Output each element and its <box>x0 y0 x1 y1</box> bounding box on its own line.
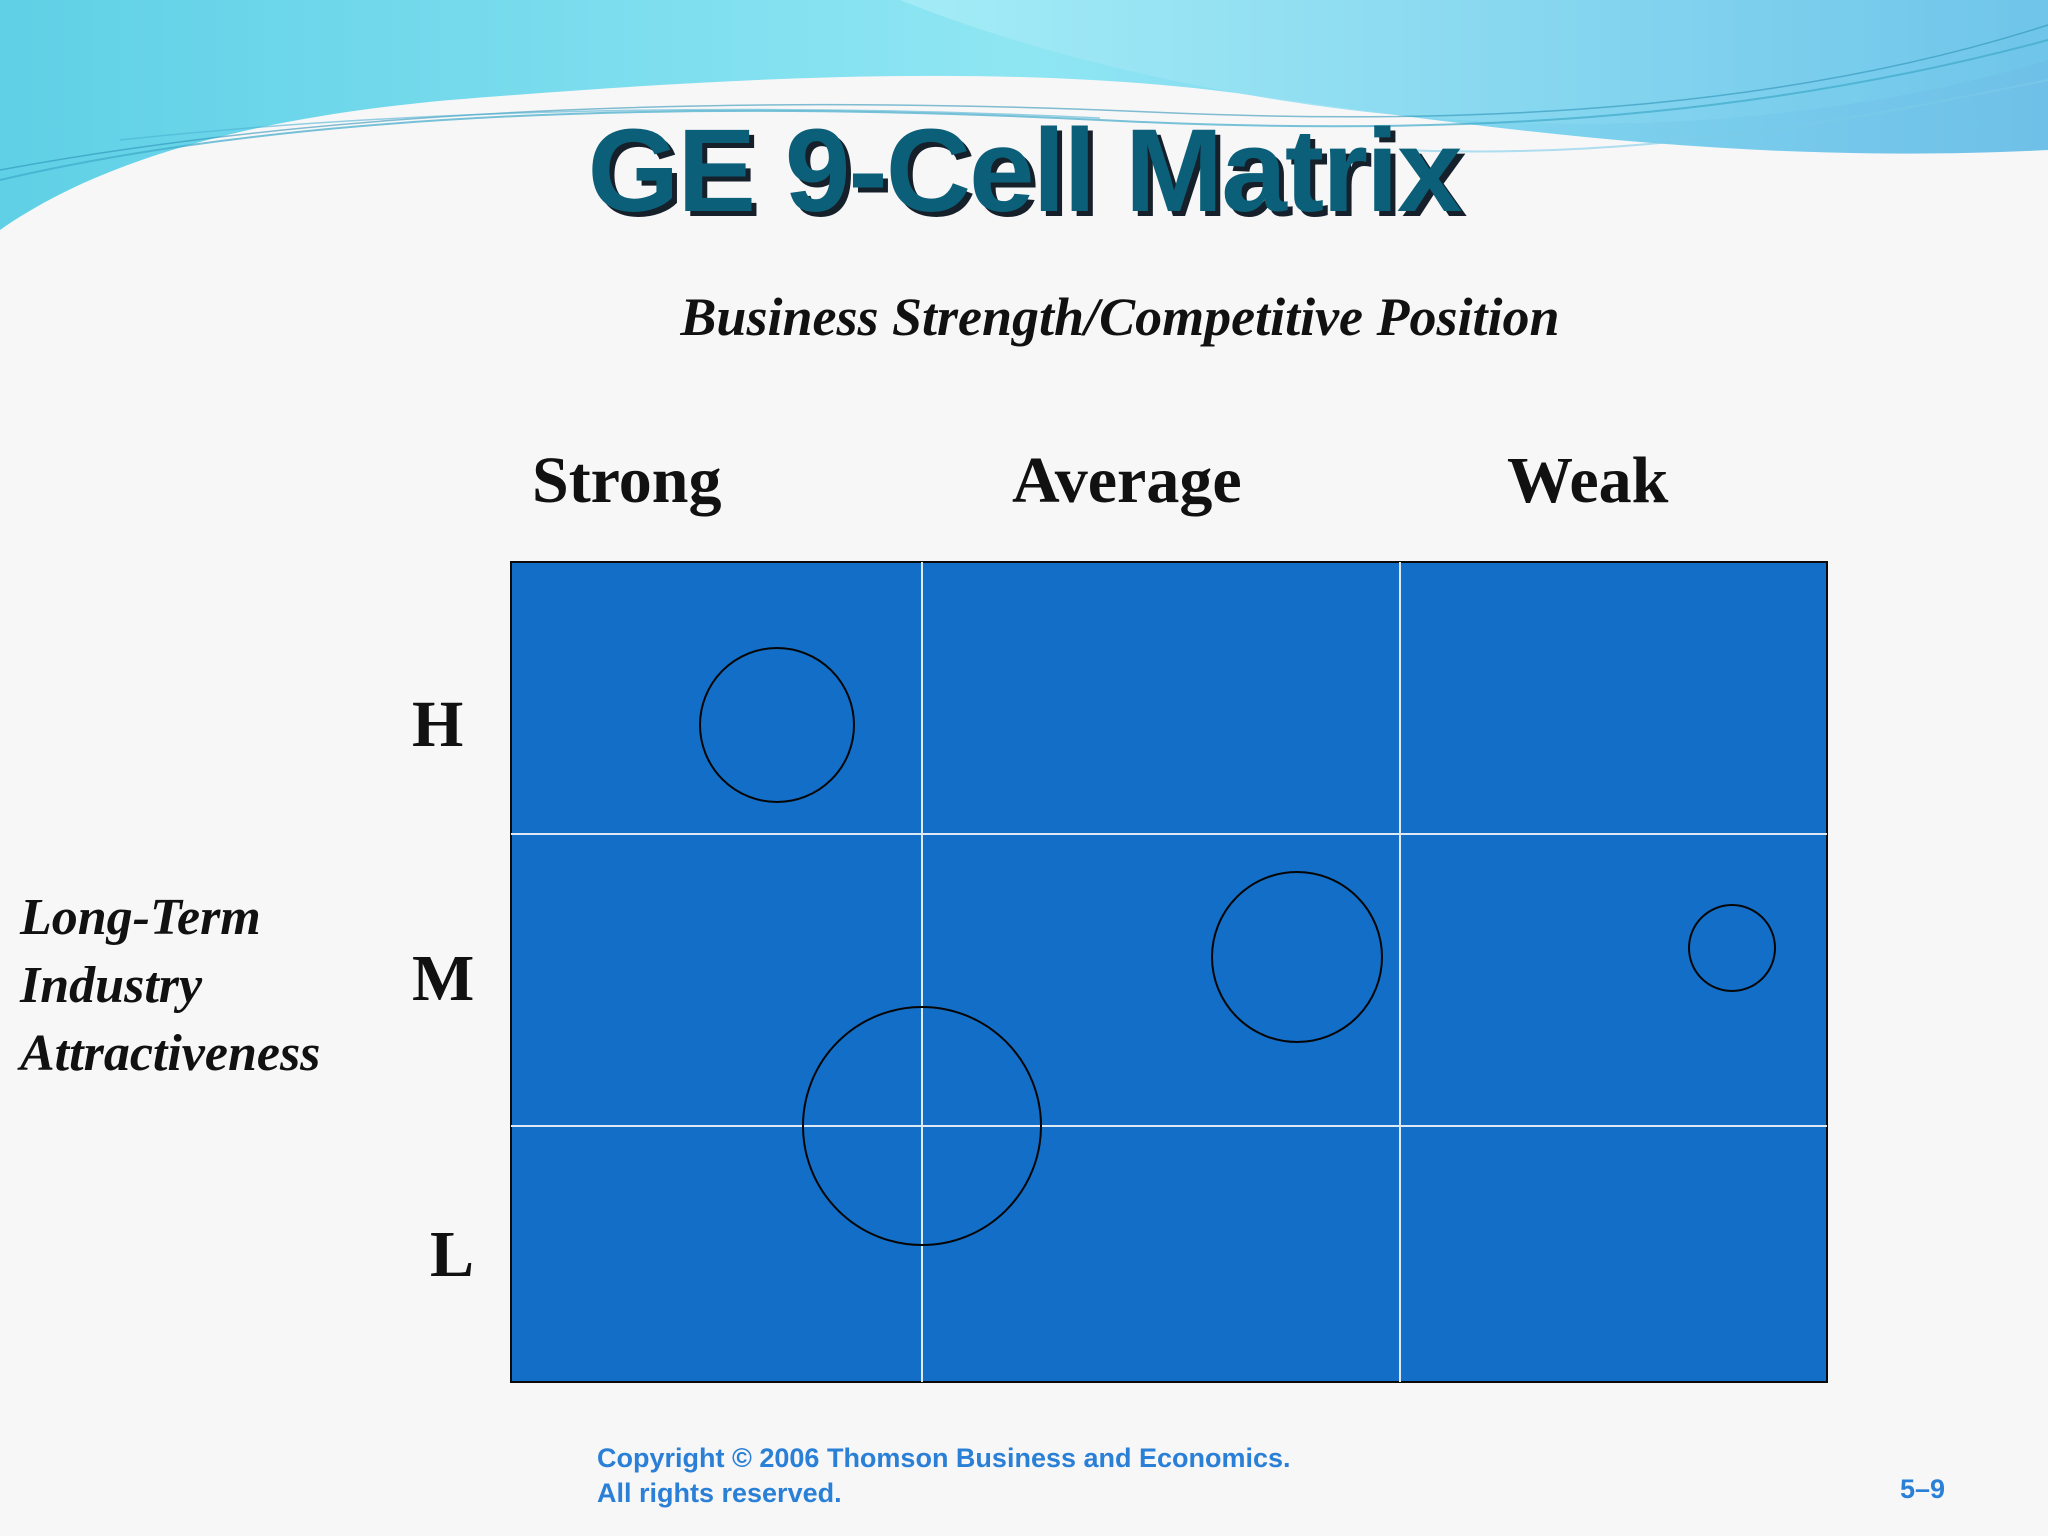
row-axis-title: Long-Term Industry Attractiveness <box>20 884 320 1088</box>
page-number: 5–9 <box>1900 1474 1946 1504</box>
column-label-weak: Weak <box>1507 444 1669 517</box>
business-unit-circle <box>1211 871 1383 1043</box>
column-label-strong: Strong <box>532 444 722 517</box>
rights-line: All rights reserved. <box>597 1478 842 1508</box>
row-label-medium: M <box>412 942 475 1015</box>
business-unit-circle <box>699 647 855 803</box>
row-label-low: L <box>430 1218 475 1291</box>
row-label-high: H <box>412 688 464 761</box>
business-unit-circle <box>802 1006 1042 1246</box>
row-axis-title-line: Attractiveness <box>20 1025 321 1082</box>
copyright-line: Copyright © 2006 Thomson Business and Ec… <box>597 1443 1291 1473</box>
decorative-waves <box>0 0 2048 230</box>
row-axis-title-line: Industry <box>20 957 203 1014</box>
row-axis-title-line: Long-Term <box>20 889 261 946</box>
matrix-background <box>510 561 1828 1383</box>
slide-title: GE 9-Cell Matrix <box>587 105 1463 237</box>
column-axis-title: Business Strength/Competitive Position <box>680 287 1560 347</box>
column-label-average: Average <box>1012 444 1242 517</box>
business-unit-circle <box>1688 904 1776 992</box>
copyright-footer: Copyright © 2006 Thomson Business and Ec… <box>597 1441 1291 1511</box>
nine-cell-matrix <box>510 561 1828 1383</box>
